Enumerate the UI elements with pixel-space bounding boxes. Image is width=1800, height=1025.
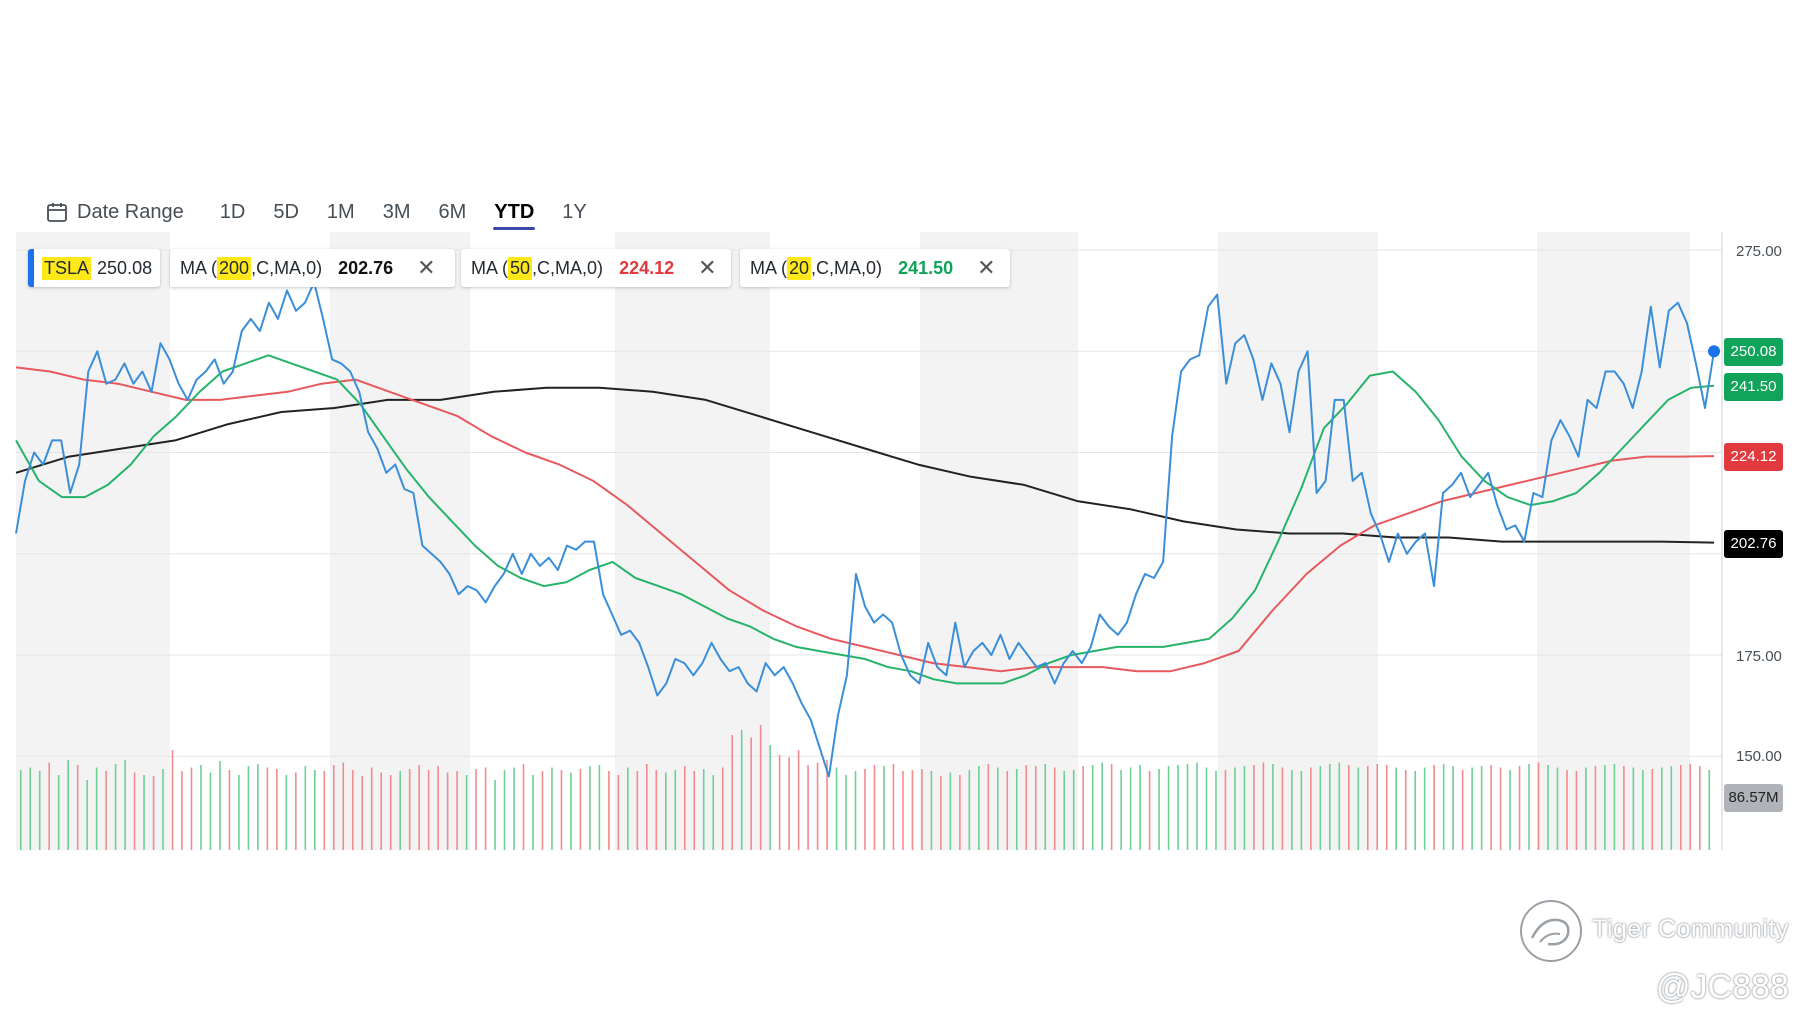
tiger-logo-icon (1520, 900, 1582, 962)
range-1m-button[interactable]: 1M (326, 201, 355, 223)
close-icon[interactable]: ✕ (698, 255, 717, 280)
range-1d-button[interactable]: 1D (219, 201, 246, 223)
legend-ma50-prefix: MA ( (471, 257, 509, 278)
ma200-line (15, 386, 1715, 544)
range-3m-button[interactable]: 3M (382, 201, 411, 223)
price-tag-ma50: 224.12 (1724, 443, 1783, 471)
legend-ticker-symbol: TSLA (42, 256, 92, 280)
legend-ma200[interactable]: MA (200 ,C,MA,0) 202.76 ✕ (170, 249, 455, 287)
range-ytd-button[interactable]: YTD (480, 192, 548, 232)
close-icon[interactable]: ✕ (417, 255, 436, 280)
legend-tsla[interactable]: TSLA 250.08 (28, 249, 160, 287)
range-6m-button[interactable]: 6M (438, 201, 467, 223)
legend-ticker-value: 250.08 (97, 257, 153, 278)
legend-ma200-value: 202.76 (338, 257, 394, 278)
legend-ma20-value: 241.50 (898, 257, 954, 278)
price-tag-ma200: 202.76 (1724, 530, 1783, 558)
legend-ma200-suffix: ,C,MA,0) (251, 257, 323, 278)
y-tick-275: 275.00 (1736, 243, 1782, 260)
month-band-0 (16, 232, 170, 850)
legend-ma50-period: 50 (508, 256, 533, 280)
ma50-line (15, 366, 1715, 673)
legend-ma20-suffix: ,C,MA,0) (811, 257, 883, 278)
date-range-label: Date Range (77, 200, 184, 223)
legend-ma50-suffix: ,C,MA,0) (532, 257, 604, 278)
price-tag-last: 250.08 (1724, 338, 1783, 366)
last-price-dot (1708, 345, 1720, 358)
legend-color-bar (28, 249, 34, 287)
legend-ma200-prefix: MA ( (180, 257, 218, 278)
y-tick-175: 175.00 (1736, 648, 1782, 665)
month-band-1 (330, 232, 470, 850)
legend-ma200-period: 200 (217, 256, 252, 280)
ma20-line (15, 354, 1715, 685)
legend-ma20[interactable]: MA (20 ,C,MA,0) 241.50 ✕ (740, 249, 1010, 287)
price-tag-volume: 86.57M (1724, 784, 1783, 812)
legend-ma50[interactable]: MA (50 ,C,MA,0) 224.12 ✕ (461, 249, 731, 287)
range-toolbar: Date Range 1D 5D 1M 3M 6M YTD 1Y (46, 192, 601, 232)
range-1y-button[interactable]: 1Y (562, 201, 587, 223)
month-band-2 (615, 232, 770, 850)
calendar-icon (47, 203, 67, 222)
price-line (15, 281, 1715, 778)
legend-ma20-period: 20 (787, 256, 812, 280)
price-tag-ma20: 241.50 (1724, 373, 1783, 401)
legend-ma50-value: 224.12 (619, 257, 675, 278)
legend-ma20-prefix: MA ( (750, 257, 788, 278)
watermark-brand: Tiger Community (1592, 915, 1789, 943)
watermark-handle: @JC888 (1656, 968, 1789, 1006)
month-band-4 (1218, 232, 1378, 850)
y-tick-150: 150.00 (1736, 748, 1782, 765)
close-icon[interactable]: ✕ (977, 255, 996, 280)
month-band-3 (920, 232, 1078, 850)
date-range-button[interactable]: Date Range (46, 201, 184, 224)
range-5d-button[interactable]: 5D (273, 201, 299, 223)
